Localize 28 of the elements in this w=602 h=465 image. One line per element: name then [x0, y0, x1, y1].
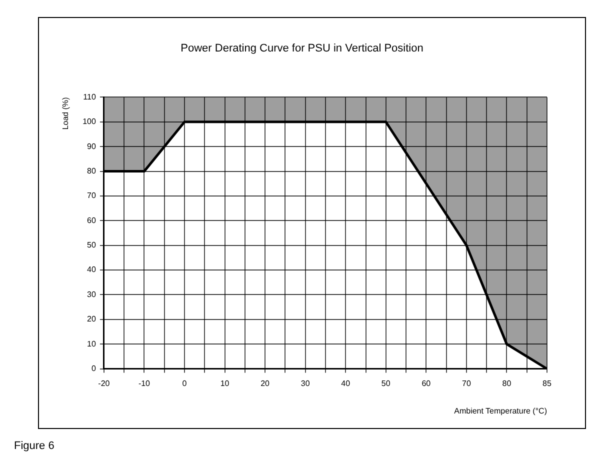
y-tick-label: 80	[87, 166, 96, 176]
y-tick-label: 90	[87, 142, 96, 151]
x-tick-label: 85	[542, 378, 552, 388]
caption: Figure 6	[14, 440, 54, 452]
x-tick-label: 70	[462, 378, 472, 388]
y-tick-label: 110	[83, 92, 96, 102]
y-tick-label: 60	[87, 216, 96, 225]
x-tick-label: 40	[341, 378, 351, 388]
x-tick-label: 60	[422, 378, 432, 388]
y-tick-label: 100	[82, 117, 96, 126]
x-tick-label: 50	[381, 378, 391, 388]
y-tick-label: 0	[91, 364, 96, 374]
x-tick-label: -10	[138, 378, 151, 388]
y-axis-title: Load (%)	[61, 96, 70, 130]
x-tick-label: 0	[182, 378, 188, 388]
x-tick-label: 30	[300, 378, 310, 388]
y-tick-label: 10	[87, 339, 96, 348]
y-tick-label: 50	[87, 240, 96, 250]
x-tick-label: 10	[220, 378, 230, 388]
y-tick-label: 40	[87, 265, 96, 274]
x-tick-label: 20	[260, 378, 270, 388]
y-tick-label: 70	[87, 191, 96, 200]
y-tick-label: 30	[87, 290, 96, 299]
x-axis-title: Ambient Temperature (°C)	[454, 406, 548, 416]
y-tick-label: 20	[87, 314, 96, 324]
x-tick-label: 80	[502, 378, 512, 388]
x-tick-label: -20	[98, 378, 110, 388]
chart-title: Power Derating Curve for PSU in Vertical Position	[180, 42, 424, 55]
